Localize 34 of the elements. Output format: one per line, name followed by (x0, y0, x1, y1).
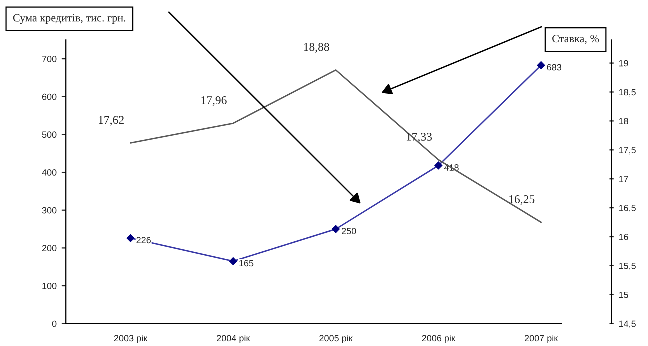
data-label: 17,96 (202, 96, 227, 106)
y2-tick-label: 15,5 (619, 263, 636, 270)
y2-axis-title: Ставка, % (552, 35, 600, 44)
y2-tick-label: 19 (619, 60, 628, 67)
y2-tick-label: 16 (619, 234, 628, 240)
y-tick-label: 500 (42, 132, 57, 138)
x-tick-label: 2005 рік (320, 334, 353, 344)
data-label: 165 (240, 260, 254, 267)
y-tick-label: 300 (42, 207, 57, 214)
x-tick-label: 2003 рік (114, 334, 148, 344)
data-label: 16,25 (510, 196, 535, 206)
y-tick-label: 0 (52, 320, 57, 328)
y-tick-label: 400 (42, 170, 57, 176)
data-label: 683 (547, 64, 562, 71)
y-tick-label: 100 (42, 282, 57, 290)
data-label: 250 (342, 228, 356, 234)
x-tick-label: 2007 рік (524, 334, 558, 344)
y2-tick-label: 18 (619, 118, 628, 125)
y2-tick-label: 15 (619, 292, 628, 298)
y2-tick-label: 17 (619, 176, 628, 182)
data-label: 17,62 (99, 116, 124, 126)
y2-tick-label: 14,5 (619, 320, 636, 328)
x-tick-label: 2006 рік (422, 334, 456, 344)
y2-tick-label: 17,5 (619, 147, 636, 155)
data-label: 18,88 (304, 43, 330, 53)
x-tick-label: 2004 рік (217, 334, 250, 344)
line-series (130, 70, 542, 224)
y-tick-label: 600 (42, 94, 57, 100)
y-tick-label: 700 (42, 56, 57, 62)
y2-tick-label: 18,5 (619, 89, 636, 97)
y-tick-label: 200 (42, 245, 57, 252)
y2-tick-label: 16,5 (619, 205, 636, 212)
y-axis-title: Сума кредитів, тис. грн. (13, 14, 126, 24)
data-label: 226 (136, 237, 151, 244)
